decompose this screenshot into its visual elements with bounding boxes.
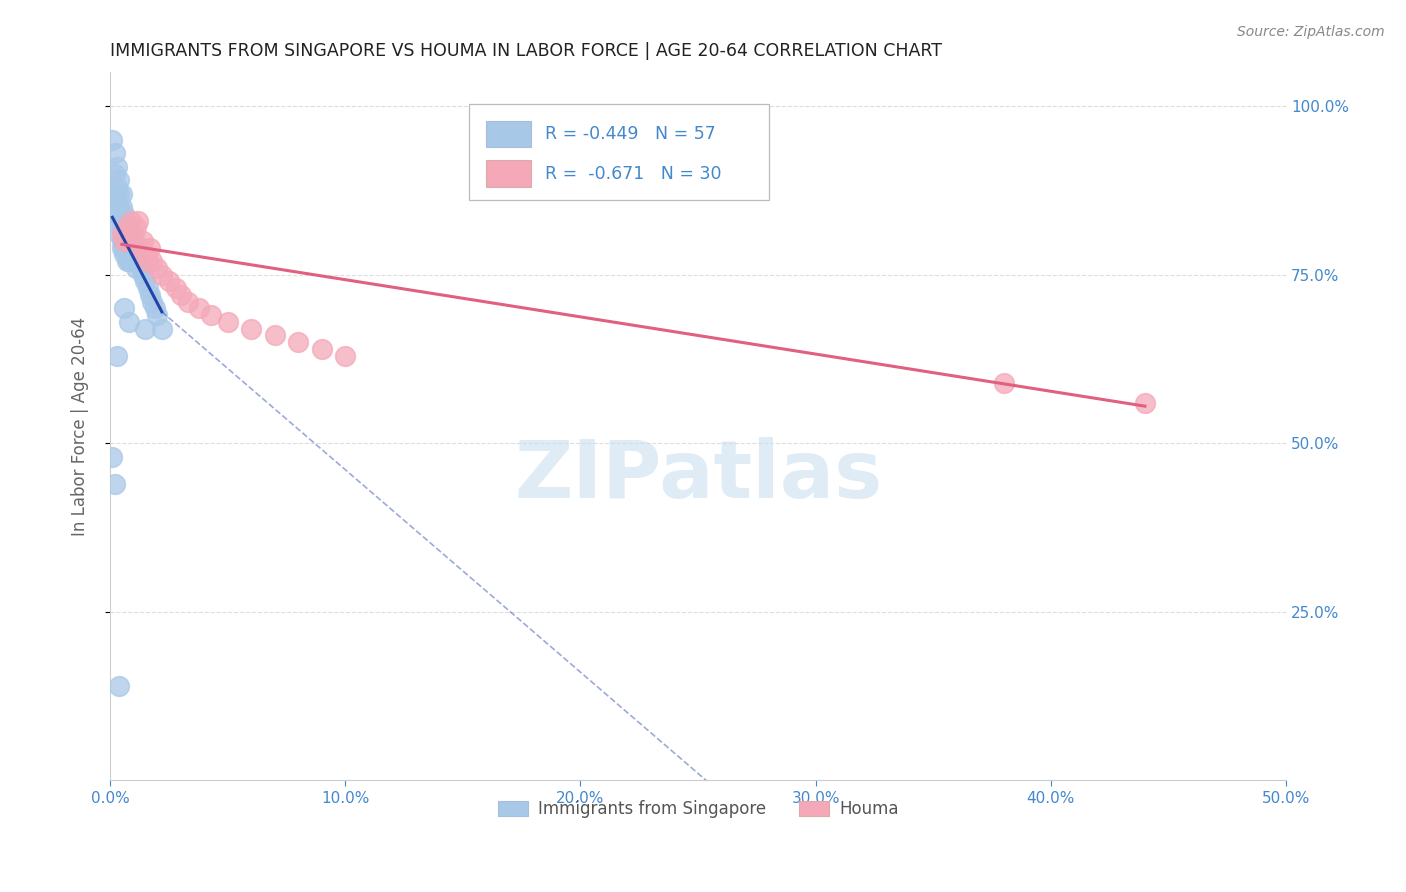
FancyBboxPatch shape xyxy=(486,161,531,187)
Point xyxy=(188,301,211,316)
Point xyxy=(111,241,134,255)
Point xyxy=(115,227,138,242)
Point xyxy=(105,194,128,208)
Point xyxy=(993,376,1015,390)
Point xyxy=(165,281,187,295)
Point xyxy=(150,268,173,282)
Point xyxy=(136,254,159,268)
Point xyxy=(112,213,135,227)
Point xyxy=(101,133,124,147)
Point xyxy=(132,234,155,248)
Point xyxy=(125,220,148,235)
Point xyxy=(311,342,333,356)
Point xyxy=(134,321,156,335)
Point xyxy=(127,213,149,227)
Point xyxy=(127,254,149,268)
Point xyxy=(125,260,148,275)
Point xyxy=(125,247,148,261)
Point xyxy=(105,349,128,363)
Point xyxy=(108,227,131,242)
Point xyxy=(120,213,142,227)
Point xyxy=(111,200,134,214)
Point xyxy=(112,241,135,255)
Point xyxy=(108,186,131,201)
Point xyxy=(112,234,135,248)
Point xyxy=(111,220,134,235)
Point xyxy=(120,254,142,268)
Point xyxy=(122,227,145,242)
Point xyxy=(139,288,162,302)
Point xyxy=(129,241,152,255)
Point xyxy=(111,227,134,242)
Point xyxy=(118,247,141,261)
Point xyxy=(120,247,142,261)
Point xyxy=(115,220,138,235)
Point xyxy=(146,260,169,275)
Point xyxy=(108,679,131,693)
Point xyxy=(115,220,138,235)
Point xyxy=(111,234,134,248)
Point xyxy=(150,321,173,335)
Point xyxy=(200,308,222,322)
Point xyxy=(120,234,142,248)
Point xyxy=(157,274,180,288)
Point xyxy=(141,294,163,309)
Point xyxy=(122,254,145,268)
Point xyxy=(118,315,141,329)
Point xyxy=(143,301,166,316)
Point xyxy=(104,186,127,201)
Text: R = -0.449   N = 57: R = -0.449 N = 57 xyxy=(546,125,716,143)
Point xyxy=(118,227,141,242)
Point xyxy=(108,200,131,214)
Point xyxy=(104,146,127,161)
Y-axis label: In Labor Force | Age 20-64: In Labor Force | Age 20-64 xyxy=(72,317,89,536)
Point xyxy=(122,241,145,255)
Point xyxy=(112,207,135,221)
Point xyxy=(111,213,134,227)
Point xyxy=(176,294,198,309)
Point xyxy=(141,254,163,268)
Text: Source: ZipAtlas.com: Source: ZipAtlas.com xyxy=(1237,25,1385,39)
Point xyxy=(146,308,169,322)
Point xyxy=(112,247,135,261)
Point xyxy=(108,213,131,227)
Point xyxy=(101,450,124,464)
Point xyxy=(118,254,141,268)
Point xyxy=(132,268,155,282)
Point xyxy=(134,247,156,261)
Point xyxy=(112,227,135,242)
Point xyxy=(115,241,138,255)
Point xyxy=(217,315,239,329)
Point xyxy=(169,288,191,302)
Point xyxy=(139,241,162,255)
Point xyxy=(104,167,127,181)
Point xyxy=(115,254,138,268)
Point xyxy=(105,207,128,221)
Point xyxy=(105,160,128,174)
FancyBboxPatch shape xyxy=(486,120,531,147)
Point xyxy=(105,180,128,194)
Point xyxy=(240,321,263,335)
Point xyxy=(129,260,152,275)
Text: R =  -0.671   N = 30: R = -0.671 N = 30 xyxy=(546,165,721,183)
Point xyxy=(263,328,285,343)
Point xyxy=(112,301,135,316)
Point xyxy=(104,476,127,491)
Point xyxy=(118,234,141,248)
Legend: Immigrants from Singapore, Houma: Immigrants from Singapore, Houma xyxy=(491,794,905,825)
Point xyxy=(118,234,141,248)
Point xyxy=(115,247,138,261)
Text: IMMIGRANTS FROM SINGAPORE VS HOUMA IN LABOR FORCE | AGE 20-64 CORRELATION CHART: IMMIGRANTS FROM SINGAPORE VS HOUMA IN LA… xyxy=(110,42,942,60)
Point xyxy=(134,274,156,288)
Point xyxy=(136,281,159,295)
Point xyxy=(108,173,131,187)
Point xyxy=(287,335,309,350)
Point xyxy=(1133,396,1156,410)
Point xyxy=(111,186,134,201)
Text: ZIPatlas: ZIPatlas xyxy=(513,437,882,515)
FancyBboxPatch shape xyxy=(468,104,769,200)
Point xyxy=(335,349,357,363)
